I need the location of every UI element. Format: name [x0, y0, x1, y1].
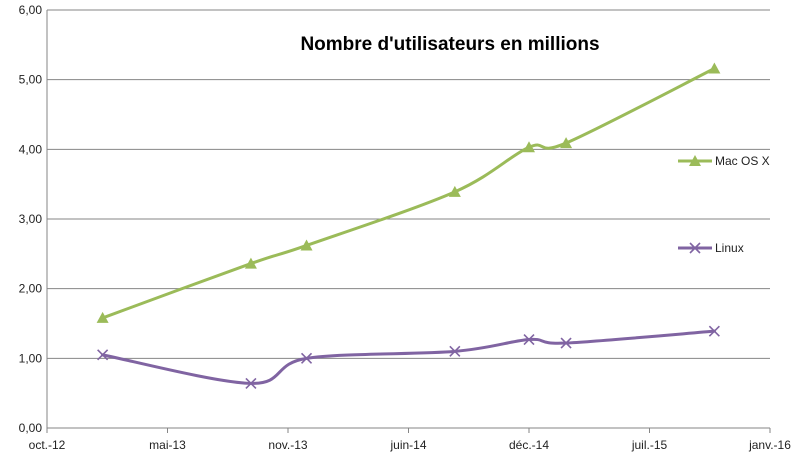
data-point	[244, 257, 257, 269]
y-tick-labels: 0,00 1,00 2,00 3,00 4,00 5,00 6,00	[19, 3, 43, 435]
data-point	[523, 333, 535, 346]
data-point	[523, 141, 535, 153]
legend-marker	[689, 242, 701, 254]
x-tick-label: oct.-12	[29, 438, 66, 452]
x-tick-labels: oct.-12 mai-13 nov.-13 juin-14 déc.-14 juil.-…	[29, 438, 792, 452]
axes	[46, 10, 771, 433]
y-tick-label: 5,00	[19, 73, 43, 87]
legend-entry-linux: Linux	[678, 241, 744, 255]
y-tick-label: 0,00	[19, 421, 43, 435]
x-tick-label: déc.-14	[509, 438, 549, 452]
x-tick-label: mai-13	[149, 438, 186, 452]
series-line-mac-os-x	[101, 67, 716, 320]
y-tick-label: 1,00	[19, 351, 43, 365]
legend-marker	[689, 155, 701, 166]
series-mac-os-x	[96, 62, 721, 323]
x-tick-label: juin-14	[389, 438, 426, 452]
series-group	[96, 62, 721, 389]
legend: Mac OS X Linux	[678, 154, 770, 255]
legend-entry-mac-os-x: Mac OS X	[678, 154, 770, 168]
data-point	[708, 62, 721, 74]
chart-title: Nombre d'utilisateurs en millions	[300, 34, 599, 55]
x-tick-label: juil.-15	[631, 438, 668, 452]
data-point	[449, 345, 461, 357]
data-point	[560, 337, 572, 349]
legend-label: Linux	[715, 241, 744, 255]
data-point	[300, 352, 313, 364]
data-point	[448, 185, 461, 197]
data-point	[300, 239, 313, 251]
gridlines	[47, 9, 770, 359]
data-point	[708, 325, 720, 337]
y-tick-label: 4,00	[19, 142, 43, 156]
y-tick-label: 6,00	[19, 3, 43, 17]
data-point	[97, 349, 109, 361]
x-tick-label: nov.-13	[268, 438, 307, 452]
series-line-linux	[101, 329, 716, 385]
legend-label: Mac OS X	[715, 154, 770, 168]
data-point	[245, 377, 257, 389]
data-point	[560, 137, 573, 149]
y-tick-label: 2,00	[19, 282, 43, 296]
series-linux	[97, 325, 720, 389]
data-point	[96, 311, 109, 323]
y-tick-label: 3,00	[19, 212, 43, 226]
x-tick-label: janv.-16	[748, 438, 791, 452]
